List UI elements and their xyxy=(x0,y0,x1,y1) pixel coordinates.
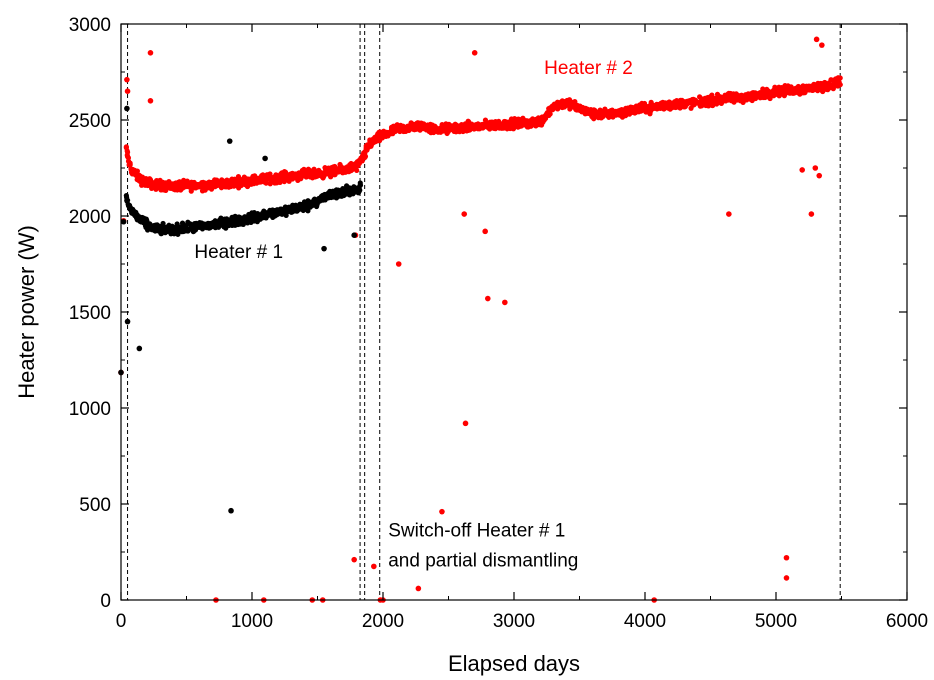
outlier-point xyxy=(808,211,815,217)
data-point xyxy=(362,153,369,160)
outlier-point xyxy=(351,232,357,238)
outlier-point xyxy=(502,299,508,306)
annotation-label: and partial dismantling xyxy=(388,550,578,571)
outlier-point xyxy=(812,165,819,171)
outlier-point xyxy=(147,98,154,104)
data-point xyxy=(354,167,360,174)
outlier-point xyxy=(799,167,805,173)
outlier-point xyxy=(461,211,468,217)
outlier-point xyxy=(124,76,130,83)
outlier-point xyxy=(124,318,131,325)
y-tick-label: 3000 xyxy=(69,15,111,36)
x-tick-label: 5000 xyxy=(755,611,797,632)
outlier-point xyxy=(819,42,825,48)
data-point xyxy=(267,171,273,177)
outlier-point xyxy=(136,345,143,352)
x-tick-label: 0 xyxy=(116,611,127,632)
annotation-label: Heater # 1 xyxy=(194,242,283,263)
outlier-point xyxy=(120,218,127,225)
x-tick-label: 6000 xyxy=(886,611,928,632)
annotations: Heater # 1 Heater # 2 Switch-off Heater # … xyxy=(194,58,633,571)
data-point xyxy=(705,103,712,109)
tick-labels: 0 1000 2000 3000 4000 5000 6000 0 500 1000 1500 200… xyxy=(69,15,928,632)
outlier-point xyxy=(726,211,732,217)
x-axis-label: Elapsed days xyxy=(448,651,580,676)
data-point xyxy=(305,208,311,214)
data-point xyxy=(124,197,131,203)
data-point xyxy=(143,216,149,222)
outlier-point xyxy=(226,138,233,144)
y-tick-label: 0 xyxy=(100,591,111,612)
y-tick-label: 1000 xyxy=(69,399,111,420)
outlier-point xyxy=(783,554,790,561)
data-point xyxy=(123,193,129,199)
data-point xyxy=(127,162,133,168)
outlier-point xyxy=(482,228,488,235)
data-point xyxy=(134,168,141,174)
outlier-point xyxy=(228,507,234,514)
outlier-point xyxy=(783,575,790,581)
data-point xyxy=(830,86,836,92)
data-point xyxy=(283,212,289,218)
outlier-point xyxy=(124,105,130,112)
plot-frame xyxy=(120,23,908,601)
data-point xyxy=(357,182,364,188)
outlier-point xyxy=(124,88,131,94)
y-tick-label: 2500 xyxy=(69,111,111,132)
annotation-label: Heater # 2 xyxy=(544,58,633,79)
annotation-label: Switch-off Heater # 1 xyxy=(388,521,565,542)
data-point xyxy=(837,82,843,88)
outlier-point xyxy=(147,50,154,56)
data-point xyxy=(124,149,131,155)
axis-ticks xyxy=(120,23,908,601)
x-tick-label: 1000 xyxy=(231,611,273,632)
y-axis-label: Heater power (W) xyxy=(14,225,39,399)
data-point xyxy=(357,187,363,193)
y-tick-label: 1500 xyxy=(69,303,111,324)
outlier-point xyxy=(371,563,377,570)
outlier-point xyxy=(262,155,268,162)
y-tick-label: 500 xyxy=(79,495,111,516)
outlier-point xyxy=(351,556,357,563)
outlier-point xyxy=(395,261,402,267)
outlier-point xyxy=(485,295,491,302)
y-tick-label: 2000 xyxy=(69,207,111,228)
outlier-point xyxy=(471,50,478,56)
x-tick-label: 4000 xyxy=(624,611,666,632)
outlier-point xyxy=(439,508,445,515)
outlier-point xyxy=(462,420,469,427)
outlier-point xyxy=(813,36,820,43)
data-point xyxy=(188,188,194,194)
data-point xyxy=(837,75,843,81)
x-tick-label: 3000 xyxy=(493,611,535,632)
outlier-point xyxy=(321,245,327,252)
outlier-point xyxy=(816,172,823,179)
data-points xyxy=(118,36,843,603)
event-lines xyxy=(127,24,841,600)
outlier-point xyxy=(415,585,422,592)
x-tick-label: 2000 xyxy=(362,611,404,632)
